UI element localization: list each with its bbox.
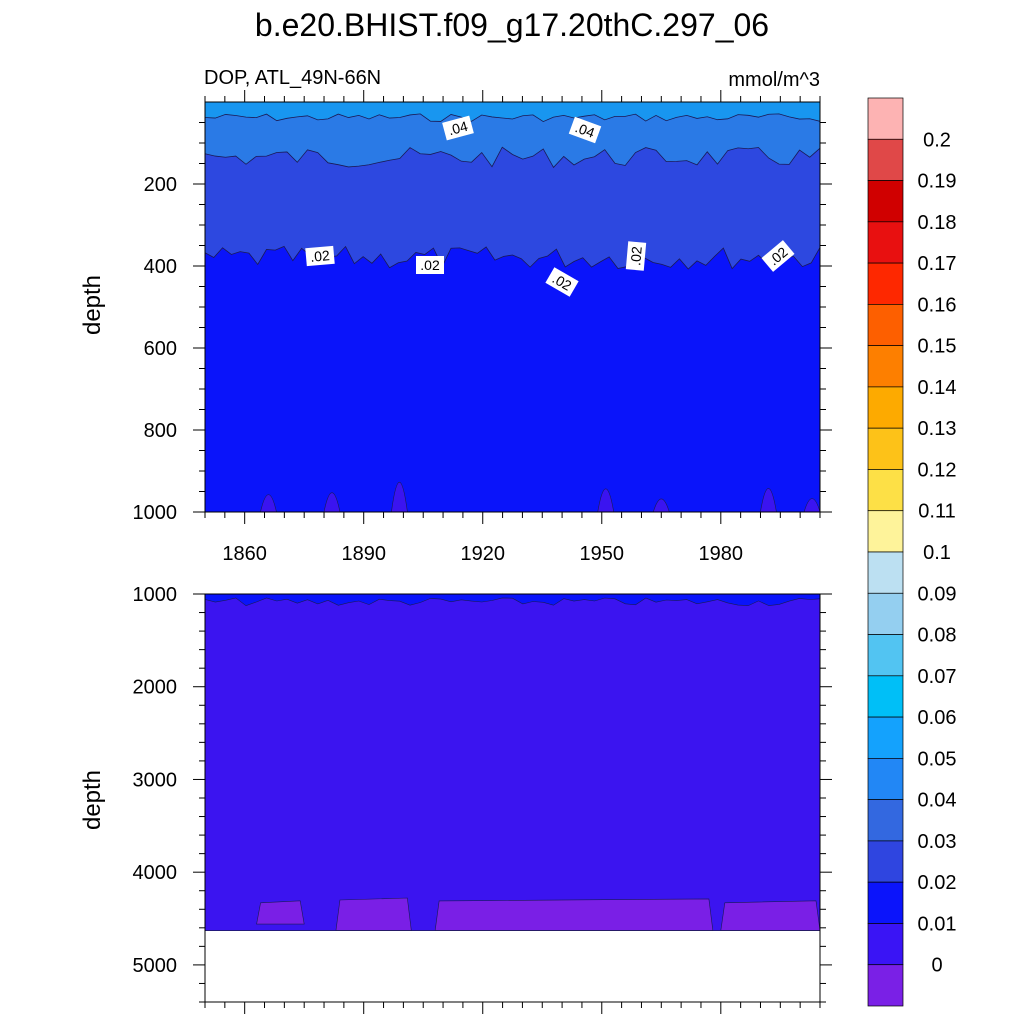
colorbar-label: 0.08 (918, 625, 957, 647)
colorbar-label: 0.1 (923, 542, 951, 564)
colorbar-label: 0.13 (918, 418, 957, 440)
contour-line (204, 113, 821, 123)
y-tick-label: 4000 (133, 862, 178, 884)
band-0.03-0.04 (205, 113, 820, 168)
contour-label-text: .02 (627, 245, 645, 266)
band-0.02-0.03 (205, 147, 820, 269)
colorbar-swatch (867, 97, 904, 140)
y-tick-label: 400 (144, 256, 177, 278)
colorbar-label: 0.04 (918, 790, 957, 812)
y-tick-label: 600 (144, 338, 177, 360)
y-tick-label: 5000 (133, 955, 178, 977)
colorbar-swatch (867, 675, 904, 718)
colorbar-swatch (867, 304, 904, 346)
colorbar-swatch (867, 138, 904, 181)
contour-label-text: .02 (420, 257, 440, 273)
band-negative (256, 900, 305, 925)
colorbar-swatch (867, 551, 904, 594)
x-tick-label: 1920 (460, 543, 505, 565)
y-axis-label: depth (79, 275, 106, 335)
lower-panel: 1000 2000 3000 4000 5000 depth (79, 584, 832, 1014)
contour-line (204, 146, 821, 169)
colorbar-label: 0.16 (918, 294, 957, 316)
colorbar-label: 0.19 (918, 171, 957, 193)
x-tick-label: 1860 (222, 543, 267, 565)
contour-label: .02 (545, 267, 579, 297)
band-0-0.01 (205, 594, 820, 931)
colorbar-swatch (867, 386, 904, 429)
colorbar-swatch (867, 345, 904, 388)
colorbar-label: 0.12 (918, 459, 957, 481)
band-0.01-0.02 (205, 246, 820, 513)
contour-label: .02 (416, 256, 444, 274)
y-axis-label: depth (79, 770, 106, 830)
colorbar-swatch (867, 592, 904, 635)
y-tick-label: 1000 (133, 502, 178, 524)
colorbar-label: 0.02 (918, 872, 957, 894)
colorbar-swatch (867, 469, 904, 512)
x-tick-label: 1890 (341, 543, 386, 565)
colorbar-swatch (867, 799, 904, 842)
contour-label-text: .04 (447, 118, 470, 139)
subtitle-left: DOP, ATL_49N-66N (204, 67, 381, 89)
colorbar-label: 0.05 (918, 748, 957, 770)
colorbar-swatch (867, 221, 904, 264)
x-tick-label: 1980 (699, 543, 744, 565)
colorbar-label: 0.11 (918, 501, 955, 523)
x-tick-label: 1950 (580, 543, 625, 565)
chart-title: b.e20.BHIST.f09_g17.20thC.297_06 (255, 7, 769, 43)
colorbar-label: 0.17 (918, 253, 957, 275)
colorbar-swatch (867, 840, 904, 883)
colorbar-swatch (867, 262, 904, 305)
band-negative (720, 900, 821, 931)
band-negative (335, 897, 412, 931)
colorbar-label: 0 (931, 955, 942, 977)
y-tick-label: 1000 (133, 584, 178, 606)
contour-label-text: .04 (573, 119, 597, 141)
colorbar-swatch (867, 510, 904, 553)
colorbar-swatch (867, 758, 904, 800)
y-tick-label: 3000 (133, 769, 178, 791)
colorbar-label: 0.09 (918, 583, 957, 605)
low-value-patch (391, 481, 408, 513)
contour-label: .04 (568, 116, 602, 144)
units-label: mmol/m^3 (728, 69, 820, 91)
band-0.04-0.05 (205, 102, 820, 122)
colorbar-swatch (867, 964, 904, 1007)
upper-panel: .04.04.02.02.02.02.022004006008001000186… (79, 90, 832, 565)
colorbar-swatch (867, 180, 904, 223)
colorbar-swatch (867, 716, 904, 759)
colorbar-swatch (867, 634, 904, 677)
colorbar-label: 0.03 (918, 831, 957, 853)
colorbar-label: 0.2 (923, 129, 951, 151)
band-0.01-0.02 (204, 593, 821, 607)
colorbar-label: 0.06 (918, 707, 957, 729)
y-tick-label: 2000 (133, 677, 178, 699)
colorbar-swatch (867, 923, 904, 966)
colorbar-label: 0.14 (918, 377, 957, 399)
band-negative (434, 898, 714, 931)
colorbar-label: 0.15 (918, 336, 957, 358)
colorbar-label: 0.01 (918, 913, 957, 935)
contour-label: .02 (305, 245, 335, 267)
contour-label: .02 (625, 241, 647, 271)
y-tick-label: 800 (144, 420, 177, 442)
contour-label: .04 (442, 115, 474, 141)
colorbar-label: 0.18 (918, 212, 957, 234)
colorbar-label: 0.07 (918, 666, 957, 688)
contour-label-text: .02 (310, 247, 331, 265)
colorbar-swatch (867, 427, 904, 470)
y-tick-label: 200 (144, 174, 177, 196)
colorbar: 0.2 0.19 0.18 0.17 0.16 0.15 0.14 0.13 0.12 0.11 0… (867, 97, 957, 1007)
colorbar-swatch (867, 881, 904, 924)
